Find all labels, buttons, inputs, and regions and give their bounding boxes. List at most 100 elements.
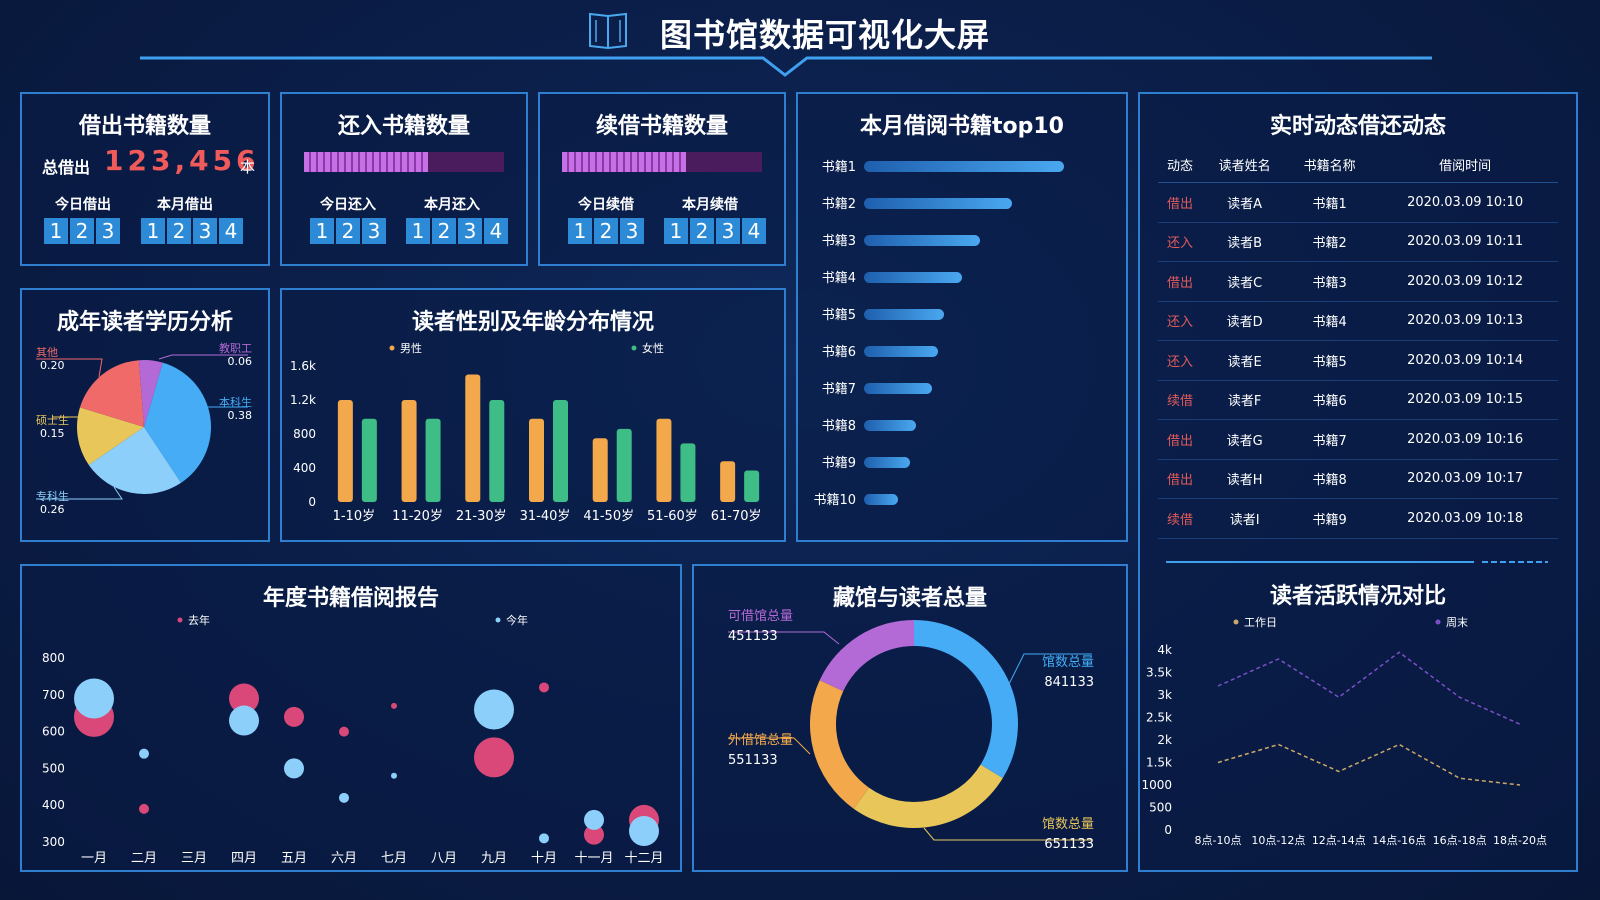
bar bbox=[361, 418, 377, 502]
return-in-title: 还入书籍数量 bbox=[337, 114, 470, 139]
renew-panel: 续借书籍数量 今日续借 本月续借 1 2 3 1 2 3 4 bbox=[538, 92, 786, 266]
donut-value: 551133 bbox=[728, 753, 778, 768]
y-tick-label: 500 bbox=[42, 761, 65, 775]
today-return-digits: 1 2 3 bbox=[310, 218, 386, 244]
donut-leader-line bbox=[923, 827, 1092, 841]
x-tick-label: 八月 bbox=[431, 851, 457, 866]
x-tick-label: 61-70岁 bbox=[711, 509, 762, 524]
table-cell: 读者I bbox=[1202, 498, 1288, 539]
x-tick-label: 六月 bbox=[331, 851, 357, 866]
digit: 4 bbox=[219, 218, 243, 244]
page-title: 图书馆数据可视化大屏 bbox=[660, 16, 991, 54]
month-borrow-label: 本月借出 bbox=[157, 197, 213, 213]
bar bbox=[864, 494, 898, 505]
table-cell: 读者G bbox=[1202, 419, 1288, 460]
today-renew-label: 今日续借 bbox=[578, 197, 634, 213]
scatter-point bbox=[584, 824, 604, 845]
table-cell: 借出 bbox=[1158, 261, 1203, 302]
digit: 1 bbox=[406, 218, 430, 244]
scatter-point bbox=[391, 702, 397, 709]
digit: 1 bbox=[44, 218, 68, 244]
x-tick-label: 12点-14点 bbox=[1312, 834, 1366, 847]
y-tick-label: 500 bbox=[1149, 801, 1172, 815]
table-cell: 书籍5 bbox=[1287, 340, 1373, 381]
y-tick-label: 700 bbox=[42, 688, 65, 702]
table-row: 借出 读者H 书籍8 2020.03.09 10:17 bbox=[1158, 459, 1558, 499]
total-borrow-unit: 本 bbox=[240, 158, 256, 176]
table-cell: 书籍6 bbox=[1287, 380, 1373, 420]
open-book-icon bbox=[589, 12, 627, 50]
annual-title: 年度书籍借阅报告 bbox=[262, 586, 439, 611]
table-cell: 书籍3 bbox=[1287, 261, 1373, 302]
table-cell: 借出 bbox=[1158, 419, 1203, 460]
bar bbox=[401, 400, 417, 502]
return-progress-fill bbox=[304, 152, 428, 172]
pie-label: 本科生 bbox=[219, 395, 252, 409]
scatter-point bbox=[284, 706, 304, 727]
donut-leader-line bbox=[728, 737, 811, 755]
collection-title: 藏馆与读者总量 bbox=[832, 586, 987, 611]
x-tick-label: 51-60岁 bbox=[647, 509, 698, 524]
table-cell: 还入 bbox=[1158, 340, 1203, 381]
y-tick-label: 1.6k bbox=[290, 359, 316, 373]
legend-marker bbox=[177, 617, 183, 623]
collection-chart: 馆数总量 841133 馆数总量 651133 外借馆总量 551133 可借馆总量 4511… bbox=[728, 609, 1094, 852]
table-cell: 2020.03.09 10:16 bbox=[1372, 419, 1558, 460]
y-tick-label: 3.5k bbox=[1146, 666, 1172, 680]
scatter-point bbox=[339, 792, 349, 803]
bar bbox=[864, 161, 1064, 172]
table-cell: 借出 bbox=[1158, 459, 1203, 499]
month-borrow-digits: 1 2 3 4 bbox=[141, 218, 243, 244]
donut-slice bbox=[819, 620, 914, 692]
live-panel: 实时动态借还动态 动态 读者姓名 书籍名称 借阅时间 借出 读者A 书籍1 2020.03.… bbox=[1138, 92, 1578, 872]
scatter-point bbox=[139, 803, 149, 814]
today-borrow-digits: 1 2 3 bbox=[44, 218, 120, 244]
legend-marker bbox=[1233, 619, 1239, 625]
bar bbox=[425, 418, 441, 502]
table-cell: 读者H bbox=[1202, 459, 1288, 499]
edu-title: 成年读者学历分析 bbox=[56, 310, 233, 335]
bar bbox=[864, 383, 932, 394]
legend-marker bbox=[631, 345, 637, 351]
month-renew-digits: 1 2 3 4 bbox=[664, 218, 766, 244]
table-row: 还入 读者E 书籍5 2020.03.09 10:14 bbox=[1158, 340, 1558, 381]
scatter-point bbox=[139, 748, 149, 759]
y-tick-label: 400 bbox=[42, 798, 65, 812]
y-tick-label: 600 bbox=[42, 725, 65, 739]
x-tick-label: 41-50岁 bbox=[583, 509, 634, 524]
bar-label: 书籍6 bbox=[822, 344, 856, 360]
donut-leader-line bbox=[728, 631, 840, 645]
bar-label: 书籍5 bbox=[822, 307, 856, 323]
bar bbox=[864, 420, 916, 431]
table-cell: 读者E bbox=[1202, 340, 1288, 381]
y-tick-label: 0 bbox=[308, 495, 316, 509]
y-tick-label: 400 bbox=[293, 461, 316, 475]
pie-slice bbox=[77, 407, 144, 465]
scatter-point bbox=[284, 758, 304, 779]
donut-value: 451133 bbox=[728, 629, 778, 644]
renew-title: 续借书籍数量 bbox=[595, 114, 728, 139]
series-line bbox=[1217, 651, 1521, 725]
bar bbox=[864, 198, 1012, 209]
top10-title: 本月借阅书籍top10 bbox=[860, 114, 1064, 139]
y-tick-label: 300 bbox=[42, 835, 65, 849]
activity-section: 读者活跃情况对比 0 500 1000 1.5k 2k 2.5k 3k 3.5k 4k 8点-10… bbox=[1138, 564, 1578, 872]
bar bbox=[680, 443, 696, 502]
x-tick-label: 十月 bbox=[531, 851, 557, 866]
top10-chart: 书籍1 书籍2 书籍3 书籍4 书籍5 书籍6 书籍7 书籍8 书籍9 书籍10 bbox=[813, 159, 1064, 508]
bar bbox=[864, 309, 944, 320]
pie-slice bbox=[138, 360, 163, 427]
gender-age-title: 读者性别及年龄分布情况 bbox=[411, 310, 654, 335]
bar-label: 书籍10 bbox=[813, 492, 856, 508]
digit: 2 bbox=[432, 218, 456, 244]
live-title: 实时动态借还动态 bbox=[1269, 114, 1446, 139]
table-row: 借出 读者A 书籍1 2020.03.09 10:10 bbox=[1158, 182, 1558, 223]
digit: 3 bbox=[716, 218, 740, 244]
x-tick-label: 16点-18点 bbox=[1433, 834, 1487, 847]
digit: 3 bbox=[458, 218, 482, 244]
legend-marker bbox=[1435, 619, 1441, 625]
bar bbox=[864, 235, 980, 246]
donut-label: 外借馆总量 bbox=[728, 733, 793, 748]
today-borrow-label: 今日借出 bbox=[55, 197, 111, 213]
bar-label: 书籍4 bbox=[822, 270, 856, 286]
